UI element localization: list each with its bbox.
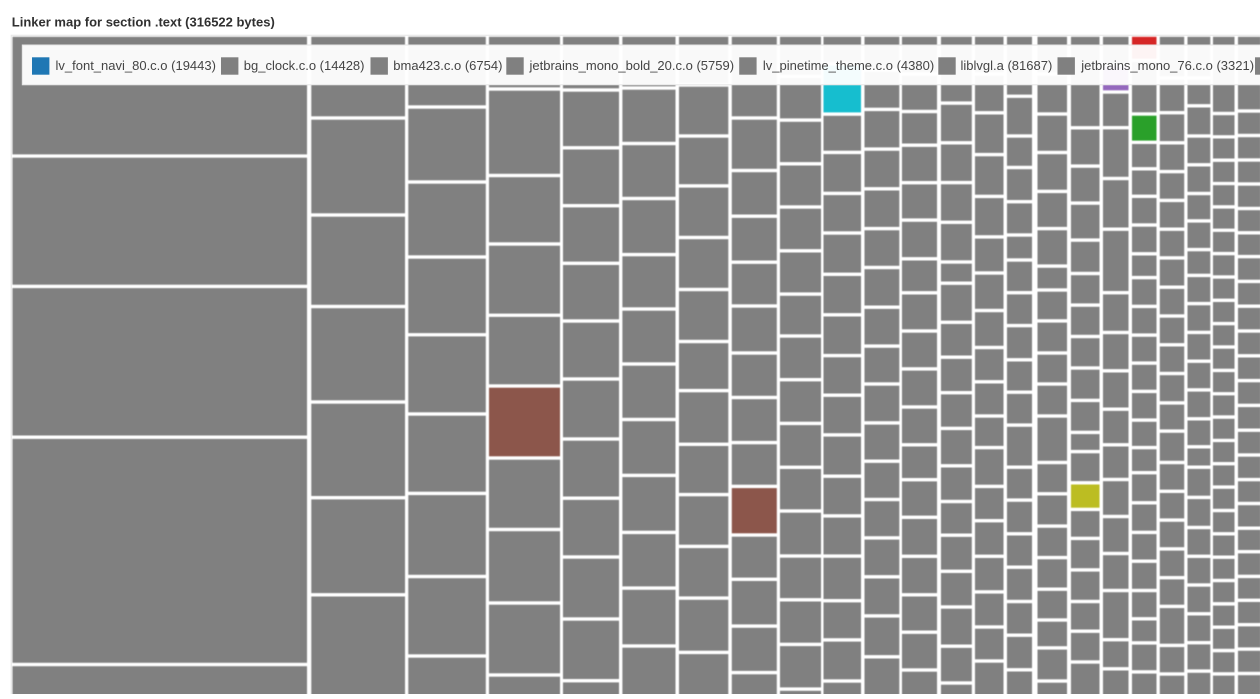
svg-text:jetbrains_mono_76.c.o (3321): jetbrains_mono_76.c.o (3321) [1080,58,1254,73]
svg-text:Linker map for section .text (: Linker map for section .text (316522 byt… [12,15,275,30]
svg-text:bg_clock.c.o (14428): bg_clock.c.o (14428) [244,58,365,73]
svg-text:lv_pinetime_theme.c.o (4380): lv_pinetime_theme.c.o (4380) [763,58,934,73]
svg-text:lv_font_navi_80.c.o (19443): lv_font_navi_80.c.o (19443) [56,58,216,73]
svg-text:bma423.c.o (6754): bma423.c.o (6754) [393,58,502,73]
svg-text:liblvgl.a (81687): liblvgl.a (81687) [961,58,1053,73]
svg-text:jetbrains_mono_bold_20.c.o (57: jetbrains_mono_bold_20.c.o (5759) [529,58,735,73]
